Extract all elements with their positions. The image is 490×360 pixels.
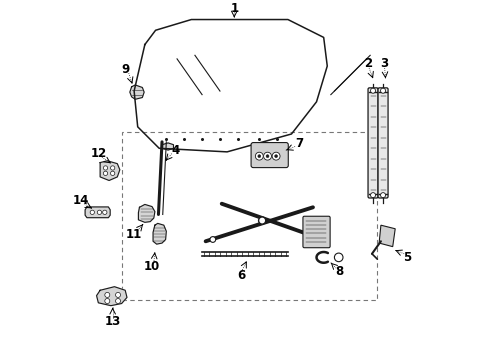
Text: 9: 9 [122, 63, 130, 76]
Circle shape [105, 298, 110, 303]
Text: 4: 4 [171, 144, 179, 157]
Text: 2: 2 [365, 57, 372, 70]
Text: 7: 7 [295, 137, 303, 150]
Circle shape [272, 152, 280, 160]
Polygon shape [153, 224, 166, 244]
Polygon shape [379, 225, 395, 247]
Circle shape [90, 210, 95, 215]
Bar [122, 132, 377, 300]
Circle shape [381, 88, 386, 93]
Text: 11: 11 [126, 228, 142, 240]
Text: 8: 8 [335, 265, 343, 278]
Circle shape [103, 166, 108, 170]
Text: 5: 5 [403, 251, 411, 264]
Text: 13: 13 [104, 315, 121, 328]
Circle shape [255, 152, 263, 160]
FancyBboxPatch shape [303, 216, 330, 248]
Circle shape [264, 152, 271, 160]
Circle shape [102, 210, 107, 215]
Text: 12: 12 [91, 147, 107, 160]
Circle shape [116, 292, 121, 297]
Text: 6: 6 [237, 269, 245, 282]
Circle shape [258, 155, 261, 158]
FancyBboxPatch shape [251, 143, 288, 168]
Polygon shape [162, 143, 173, 150]
Circle shape [334, 253, 343, 262]
Circle shape [116, 298, 121, 303]
Circle shape [210, 237, 216, 242]
Polygon shape [100, 161, 120, 180]
Polygon shape [138, 204, 155, 222]
Polygon shape [130, 85, 144, 99]
Circle shape [98, 210, 101, 215]
Polygon shape [97, 287, 127, 306]
Circle shape [111, 171, 115, 175]
Circle shape [370, 193, 375, 198]
Text: 3: 3 [380, 57, 389, 70]
Text: 10: 10 [144, 260, 160, 273]
FancyBboxPatch shape [378, 88, 388, 198]
FancyBboxPatch shape [368, 88, 378, 198]
Circle shape [111, 166, 115, 170]
Circle shape [381, 193, 386, 198]
Circle shape [275, 155, 277, 158]
Circle shape [370, 88, 375, 93]
Circle shape [259, 217, 266, 224]
Circle shape [105, 292, 110, 297]
Text: 1: 1 [230, 2, 238, 15]
Polygon shape [85, 207, 110, 218]
Text: 14: 14 [73, 194, 89, 207]
Circle shape [103, 171, 108, 175]
Circle shape [266, 155, 269, 158]
